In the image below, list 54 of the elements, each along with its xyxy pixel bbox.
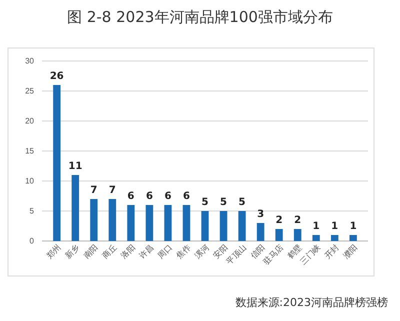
data-label: 1 [350,221,357,232]
y-tick-label: 20 [25,116,35,126]
x-tick-label: 许昌 [138,242,156,261]
y-tick-label: 30 [25,56,35,66]
bar [349,235,357,241]
y-tick-label: 15 [25,146,35,156]
x-tick-label: 濮阳 [341,242,360,261]
data-label: 6 [127,191,134,202]
x-tick-label: 开封 [322,242,341,261]
bar [146,205,154,241]
data-label: 1 [331,221,338,232]
bar [164,205,172,241]
y-tick-label: 10 [25,176,35,186]
data-label: 3 [257,209,264,220]
x-tick-label: 郑州 [45,242,63,261]
data-label: 26 [50,71,64,82]
x-tick-label: 南阳 [82,242,100,261]
bar [238,211,246,241]
y-tick-label: 0 [30,236,35,246]
data-label: 6 [146,191,153,202]
data-label: 2 [276,215,283,226]
data-label: 6 [164,191,172,202]
x-tick-label: 新乡 [64,242,82,261]
data-label: 2 [294,215,302,226]
bar [182,205,190,241]
x-tick-label: 洛阳 [119,242,137,261]
source-note: 数据来源:2023河南品牌榜强榜 [235,296,388,309]
y-tick-label: 5 [30,206,35,216]
bar [53,85,61,241]
data-label: 5 [238,197,246,208]
data-label: 11 [68,161,82,172]
bar [256,223,264,241]
x-tick-label: 漯河 [193,242,211,261]
bar [220,211,228,241]
bar [72,175,80,241]
bar [90,199,98,241]
chart-title: 图 2-8 2023年河南品牌100强市域分布 [67,8,333,26]
x-tick-label: 商丘 [100,242,118,261]
data-label: 5 [202,197,209,208]
data-label: 7 [90,185,98,196]
bar [108,199,116,241]
bar [294,229,302,241]
bar [127,205,135,241]
bar [275,229,283,241]
y-tick-label: 25 [25,86,35,96]
bar [312,235,320,241]
data-label: 7 [108,185,116,196]
x-tick-label: 周口 [156,242,174,261]
x-tick-label: 焦作 [174,242,192,261]
bar [330,235,338,241]
bar [201,211,209,241]
data-label: 6 [182,191,190,202]
data-label: 5 [220,197,228,208]
data-label: 1 [312,221,320,232]
